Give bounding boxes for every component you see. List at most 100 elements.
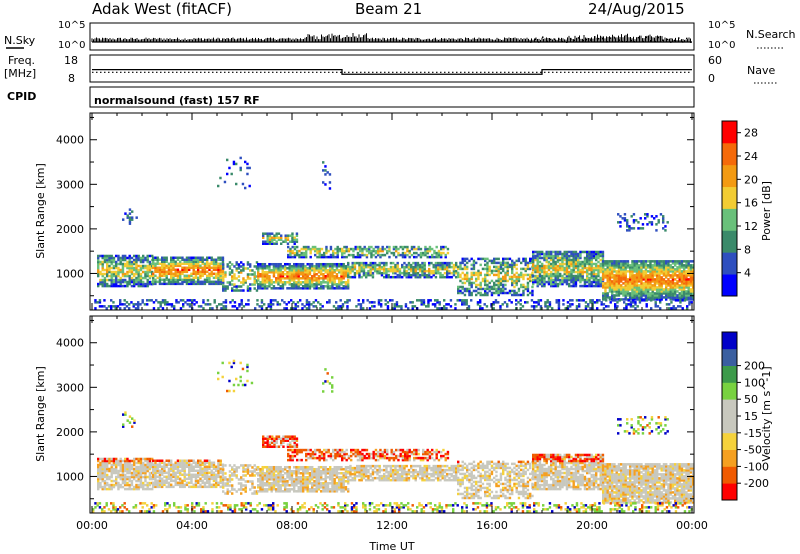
- range-cell: [615, 298, 618, 301]
- range-cell: [689, 280, 693, 283]
- range-cell: [124, 272, 127, 276]
- range-cell: [422, 251, 425, 255]
- range-cell: [572, 262, 575, 266]
- range-cell: [588, 280, 591, 284]
- range-cell: [611, 274, 614, 277]
- range-cell: [590, 258, 593, 262]
- range-cell: [644, 260, 648, 263]
- range-cell: [148, 463, 152, 467]
- freq-panel: Freq. [MHz] 18 8 60 0 Nave: [4, 54, 778, 85]
- range-cell: [554, 256, 557, 260]
- range-cell: [449, 305, 453, 308]
- range-cell: [538, 278, 542, 282]
- range-cell: [224, 301, 228, 304]
- range-cell: [438, 307, 441, 310]
- range-cell: [687, 264, 690, 267]
- range-cell: [144, 459, 147, 463]
- range-cell: [296, 251, 299, 255]
- range-cell: [345, 247, 348, 251]
- range-cell: [397, 253, 400, 257]
- range-cell: [432, 263, 435, 267]
- range-cell: [570, 250, 573, 254]
- range-cell: [470, 257, 473, 261]
- range-cell: [479, 291, 482, 295]
- range-cell: [174, 278, 177, 282]
- range-cell: [342, 268, 345, 272]
- range-cell: [490, 261, 494, 265]
- range-cell: [552, 254, 555, 258]
- range-cell: [574, 258, 578, 262]
- range-cell: [293, 262, 296, 266]
- range-cell: [656, 286, 659, 289]
- range-cell: [199, 258, 202, 262]
- range-cell: [139, 457, 143, 461]
- range-cell: [167, 469, 171, 473]
- range-cell: [158, 262, 162, 266]
- range-cell: [626, 223, 629, 226]
- range-cell: [428, 263, 431, 267]
- range-cell: [165, 463, 168, 467]
- range-cell: [689, 298, 693, 301]
- range-cell: [653, 288, 657, 291]
- range-cell: [556, 272, 560, 276]
- range-cell: [126, 457, 129, 461]
- range-cell: [378, 265, 381, 269]
- range-cell: [679, 299, 682, 302]
- range-cell: [146, 457, 149, 461]
- range-cell: [97, 463, 100, 467]
- range-cell: [658, 296, 661, 299]
- range-cell: [115, 278, 118, 282]
- range-cell: [208, 256, 211, 260]
- range-cell: [561, 260, 564, 264]
- range-cell: [651, 290, 654, 293]
- range-cell: [263, 283, 267, 286]
- range-cell: [472, 289, 476, 293]
- range-cell: [297, 275, 300, 278]
- range-cell: [660, 288, 663, 291]
- range-cell: [618, 299, 621, 302]
- range-cell: [163, 266, 166, 270]
- range-cell: [575, 299, 579, 302]
- range-cell: [600, 301, 603, 304]
- range-cell: [121, 485, 125, 489]
- range-cell: [635, 282, 639, 285]
- range-cell: [97, 487, 100, 491]
- range-cell: [354, 245, 357, 249]
- range-cell: [263, 275, 267, 278]
- range-cell: [561, 256, 564, 260]
- range-cell: [324, 173, 327, 176]
- range-cell: [617, 284, 621, 287]
- range-cell: [116, 305, 120, 308]
- range-cell: [374, 269, 377, 273]
- range-cell: [297, 277, 300, 280]
- range-cell: [186, 303, 189, 306]
- range-cell: [423, 271, 426, 275]
- range-cell: [266, 277, 269, 280]
- range-cell: [583, 260, 587, 264]
- range-cell: [416, 265, 420, 269]
- range-cell: [497, 279, 500, 283]
- range-cell: [326, 275, 330, 278]
- range-cell: [607, 305, 610, 308]
- range-cell: [629, 272, 632, 275]
- range-cell: [156, 459, 159, 463]
- range-cell: [199, 256, 202, 260]
- range-cell: [588, 250, 591, 254]
- range-cell: [651, 270, 654, 273]
- range-cell: [334, 247, 337, 251]
- range-cell: [574, 266, 578, 270]
- range-cell: [470, 299, 473, 302]
- range-cell: [97, 254, 100, 258]
- range-cell: [440, 245, 443, 249]
- range-cell: [561, 280, 564, 284]
- range-cell: [581, 276, 584, 280]
- range-cell: [685, 284, 688, 287]
- range-cell: [437, 251, 441, 255]
- range-cell: [221, 268, 225, 272]
- range-cell: [306, 262, 309, 266]
- range-cell: [115, 274, 118, 278]
- nsearch-point: [650, 39, 652, 42]
- range-cell: [588, 276, 591, 280]
- range-cell: [115, 254, 118, 258]
- range-cell: [669, 282, 672, 285]
